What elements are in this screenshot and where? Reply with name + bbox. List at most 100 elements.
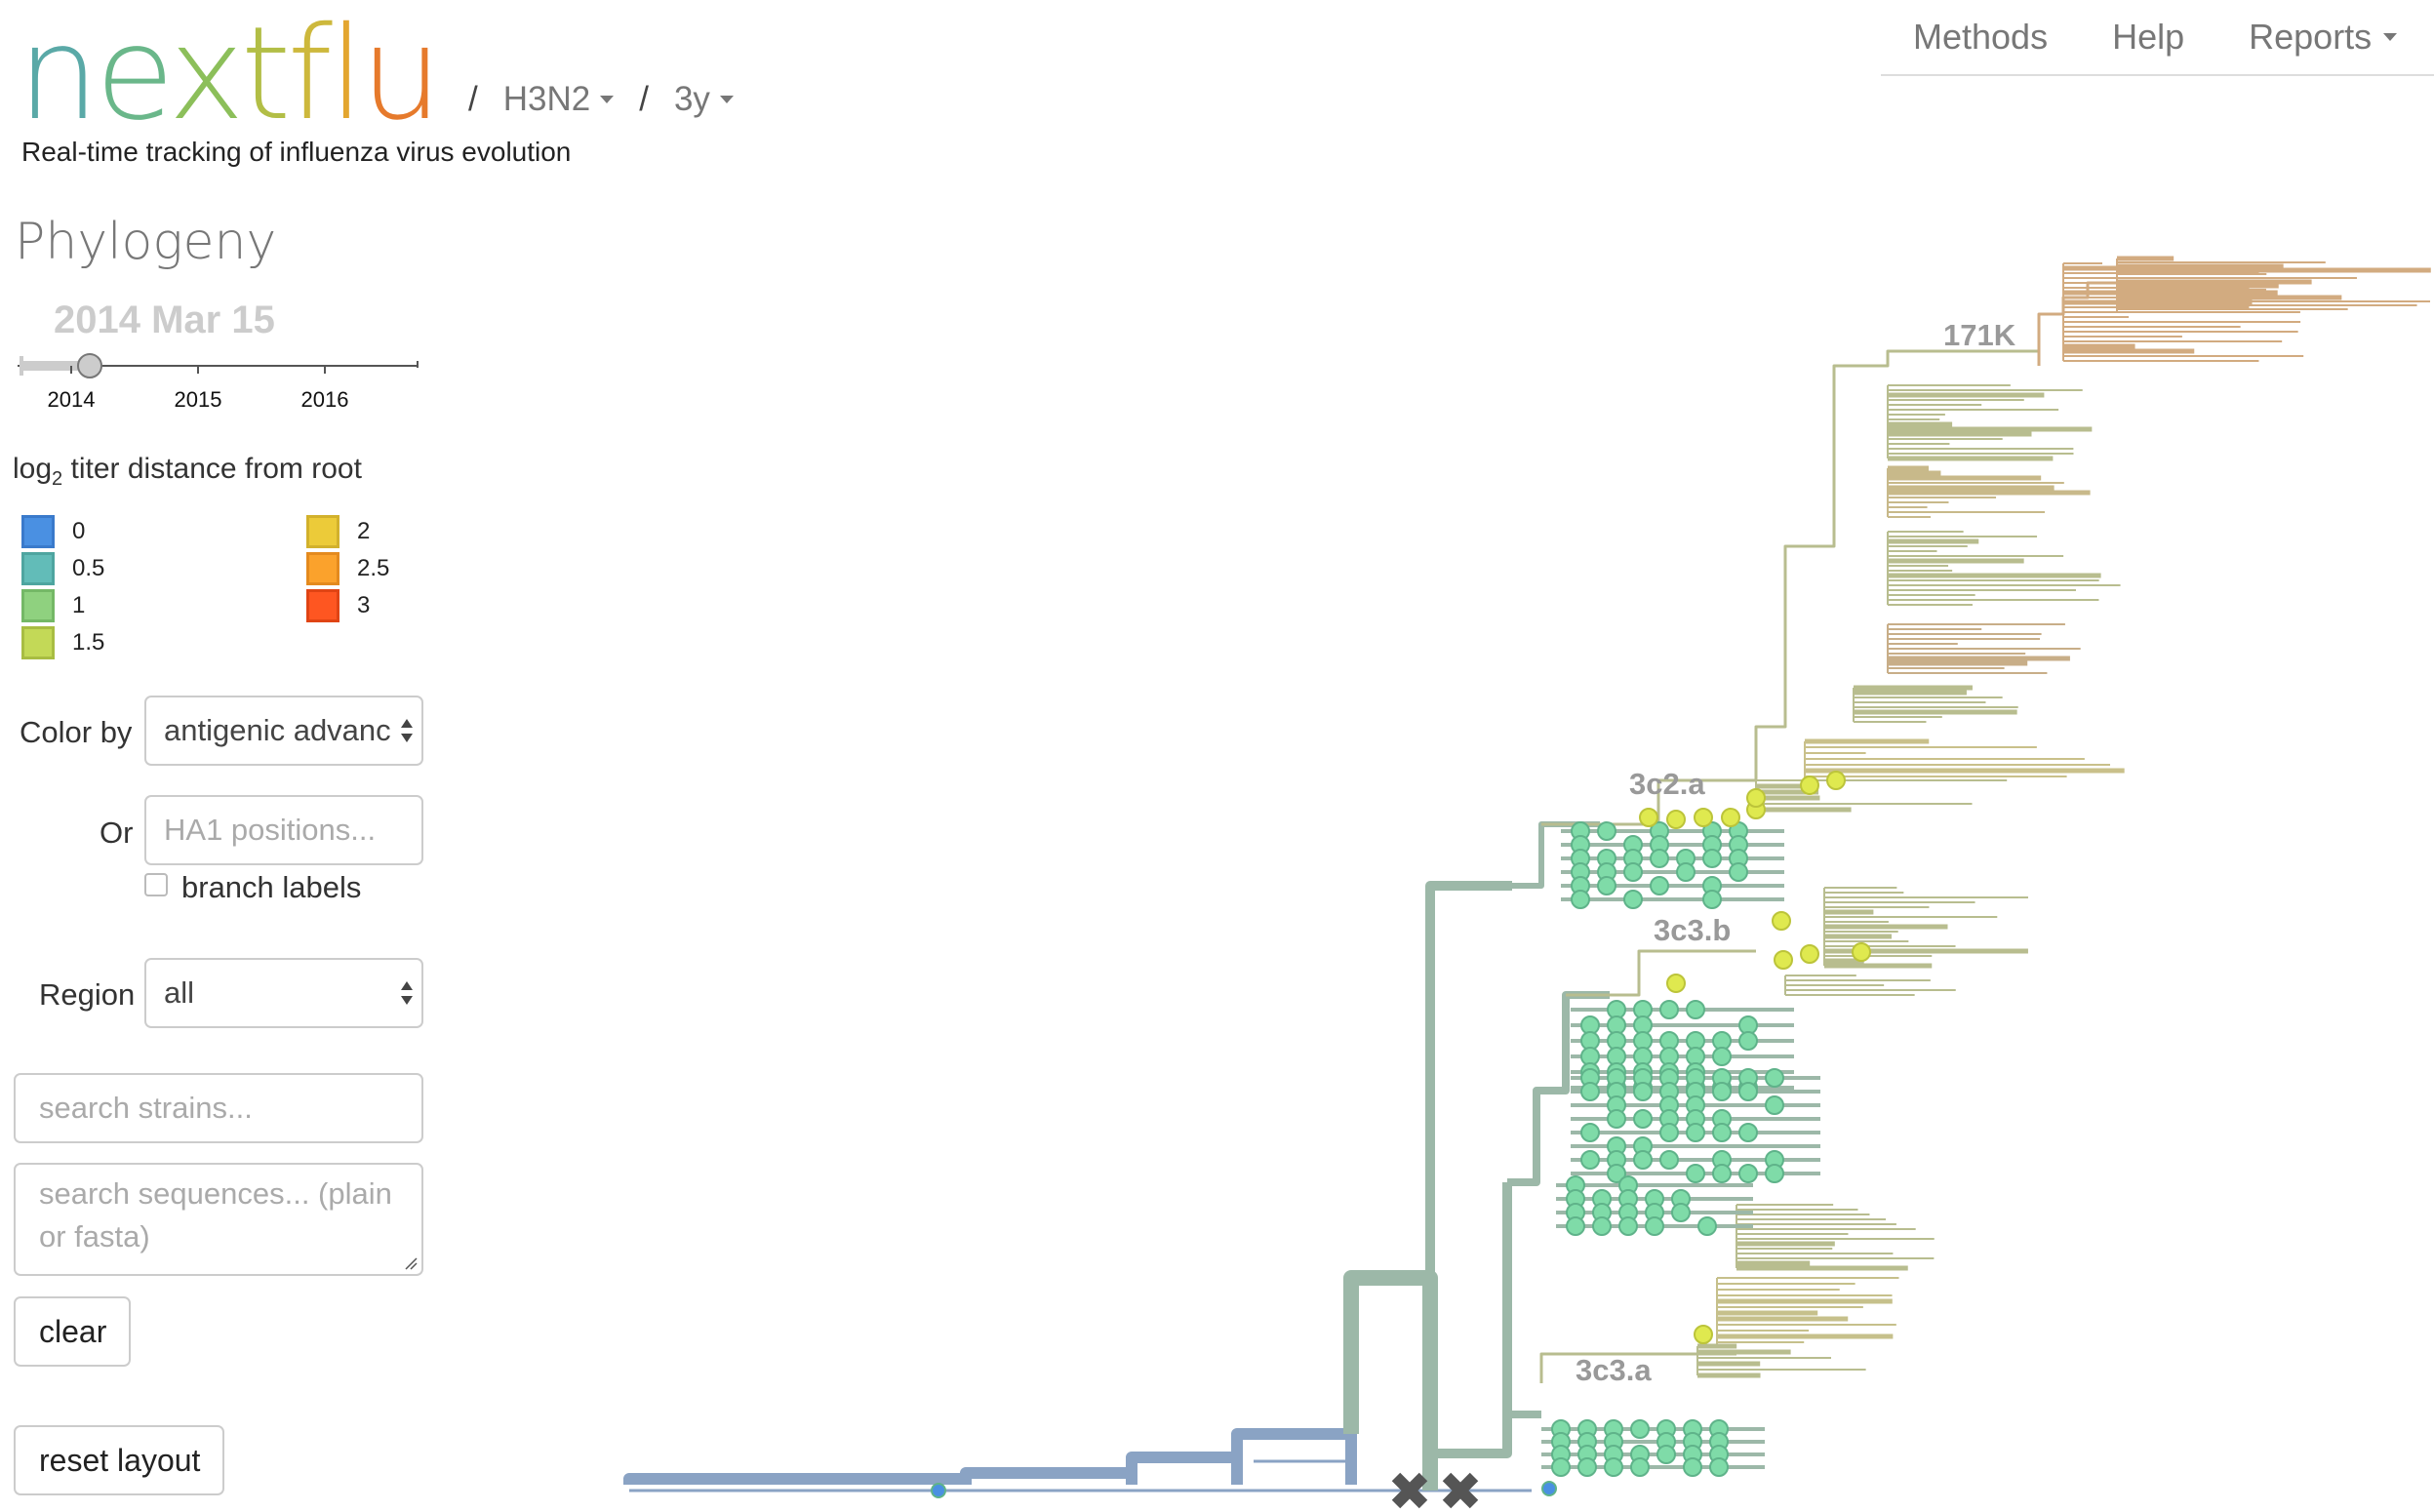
tree-node[interactable] [1571, 890, 1590, 909]
tree-node[interactable] [931, 1483, 946, 1498]
tree-node[interactable] [1633, 1082, 1653, 1101]
tree-branch[interactable] [1539, 1352, 1736, 1383]
event-marker-x-icon[interactable] [1442, 1472, 1479, 1509]
nav-methods[interactable]: Methods [1881, 17, 2080, 58]
tree-branch[interactable] [1430, 1182, 1512, 1458]
tree-node[interactable] [1633, 1109, 1653, 1129]
tree-node[interactable] [1650, 849, 1669, 868]
tree-node[interactable] [1772, 911, 1791, 931]
search-sequences-textarea[interactable]: search sequences... (plain or fasta) [14, 1163, 423, 1276]
tree-node[interactable] [1694, 808, 1713, 827]
tree-node[interactable] [1852, 942, 1871, 962]
tree-branch[interactable] [1566, 949, 1756, 997]
ha1-positions-input[interactable]: HA1 positions... [144, 795, 423, 865]
legend-item[interactable]: 3 [306, 589, 370, 622]
tree-node[interactable] [1826, 771, 1846, 790]
tree-node[interactable] [1712, 1123, 1732, 1142]
tree-node[interactable] [1671, 1203, 1691, 1222]
region-select[interactable]: all [144, 958, 423, 1028]
tree-node[interactable] [1800, 776, 1819, 795]
tree-node[interactable] [1604, 1457, 1623, 1477]
tree-node[interactable] [1580, 1082, 1600, 1101]
tree-node[interactable] [1694, 1325, 1713, 1344]
tree-node[interactable] [1580, 1150, 1600, 1170]
tree-node[interactable] [1746, 788, 1766, 808]
tree-node[interactable] [1659, 1150, 1679, 1170]
tree-node[interactable] [1709, 1457, 1729, 1477]
date-slider[interactable]: 2014 2015 2016 [18, 346, 419, 415]
tree-node[interactable] [1702, 849, 1722, 868]
tree-node[interactable] [1630, 1419, 1650, 1439]
tree-node[interactable] [1712, 1164, 1732, 1183]
tree-node[interactable] [1774, 950, 1793, 970]
tree-node[interactable] [1650, 876, 1669, 895]
tree-node[interactable] [1721, 808, 1740, 827]
tree-node[interactable] [1686, 1123, 1705, 1142]
legend-item[interactable]: 1 [21, 589, 85, 622]
tree-node[interactable] [1607, 1164, 1626, 1183]
tree-node[interactable] [1541, 1481, 1557, 1496]
tree-node[interactable] [1800, 944, 1819, 964]
lineage-dropdown[interactable]: H3N2 [503, 80, 615, 119]
tree-node[interactable] [1765, 1095, 1784, 1115]
slider-handle[interactable] [77, 353, 102, 378]
legend-item[interactable]: 2 [306, 515, 370, 548]
tree-branch[interactable] [960, 1467, 1137, 1485]
tree-node[interactable] [1738, 1031, 1758, 1051]
nextflu-logo[interactable]: nextflu [18, 10, 442, 139]
tree-node[interactable] [1659, 1000, 1679, 1019]
tree-node[interactable] [1712, 1047, 1732, 1066]
tree-node[interactable] [1623, 862, 1643, 882]
nav-help[interactable]: Help [2080, 17, 2216, 58]
nav-reports[interactable]: Reports [2216, 17, 2429, 58]
legend-item[interactable]: 0 [21, 515, 85, 548]
tree-node[interactable] [1683, 1457, 1702, 1477]
tree-node[interactable] [1580, 1123, 1600, 1142]
legend-item[interactable]: 1.5 [21, 626, 104, 659]
tree-node[interactable] [1607, 1109, 1626, 1129]
tree-node[interactable] [1712, 1082, 1732, 1101]
tree-node[interactable] [1597, 876, 1616, 895]
tree-node[interactable] [1639, 808, 1658, 827]
legend-item[interactable]: 0.5 [21, 552, 104, 585]
tree-node[interactable] [1666, 810, 1686, 829]
slider-start-handle[interactable] [20, 356, 23, 376]
search-strains-input[interactable]: search strains... [14, 1073, 423, 1143]
tree-branch[interactable] [623, 1473, 972, 1485]
tree-node[interactable] [1676, 862, 1696, 882]
tree-node[interactable] [1618, 1216, 1638, 1236]
legend-item[interactable]: 2.5 [306, 552, 389, 585]
reset-layout-button[interactable]: reset layout [14, 1425, 224, 1495]
tree-node[interactable] [1551, 1457, 1571, 1477]
tree-node[interactable] [1729, 862, 1748, 882]
tree-node[interactable] [1738, 1123, 1758, 1142]
tree-node[interactable] [1765, 1164, 1784, 1183]
color-by-select[interactable]: antigenic advanc [144, 696, 423, 766]
tree-node[interactable] [1738, 1164, 1758, 1183]
tree-node[interactable] [1765, 1068, 1784, 1088]
tree-node[interactable] [1592, 1216, 1612, 1236]
tree-node[interactable] [1630, 1457, 1650, 1477]
tree-branch[interactable] [1126, 1452, 1243, 1485]
tree-node[interactable] [1645, 1216, 1664, 1236]
tree-node[interactable] [1738, 1082, 1758, 1101]
event-marker-x-icon[interactable] [1391, 1472, 1428, 1509]
tree-node[interactable] [1686, 1164, 1705, 1183]
tree-node[interactable] [1633, 1150, 1653, 1170]
tree-node[interactable] [1666, 974, 1686, 993]
branch-labels-checkbox[interactable] [144, 873, 168, 896]
resolution-dropdown[interactable]: 3y [674, 80, 734, 119]
tree-node[interactable] [1697, 1216, 1717, 1236]
tree-node[interactable] [1577, 1457, 1597, 1477]
tree-branch[interactable] [1231, 1428, 1357, 1485]
resize-handle-icon[interactable] [404, 1256, 418, 1270]
tree-branch[interactable] [1541, 349, 2039, 826]
tree-branch[interactable] [1425, 881, 1512, 1278]
tree-node[interactable] [1656, 1445, 1676, 1464]
tree-node[interactable] [1623, 890, 1643, 909]
tree-node[interactable] [1702, 890, 1722, 909]
tree-branch[interactable] [1343, 1270, 1438, 1491]
tree-node[interactable] [1686, 1000, 1705, 1019]
tree-node[interactable] [1597, 821, 1616, 841]
